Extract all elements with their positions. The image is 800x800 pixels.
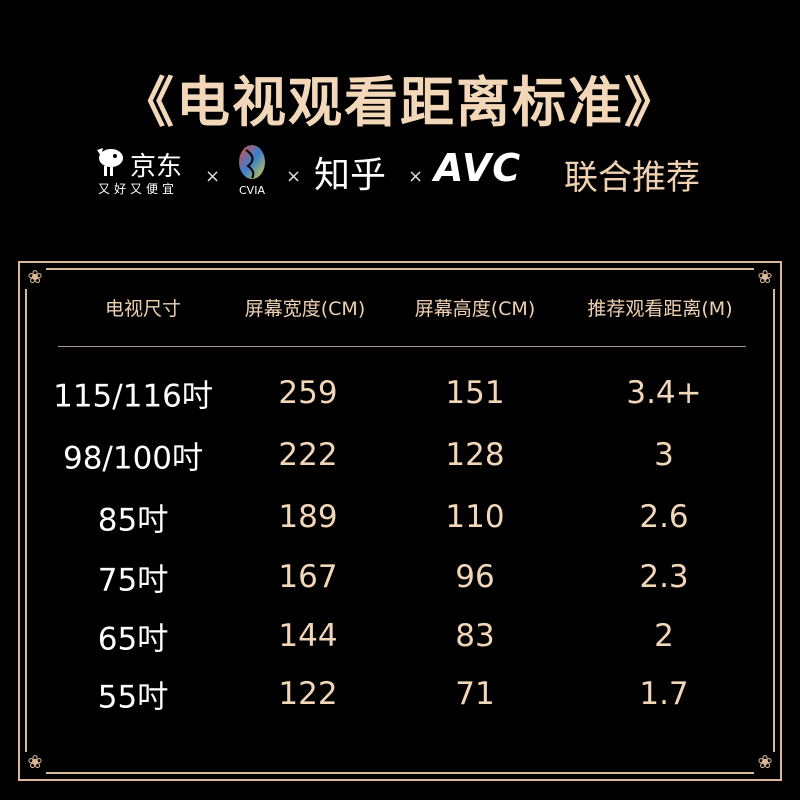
ornament-corner-icon: ❀ [754, 752, 776, 774]
cell-viewing-distance: 2 [654, 618, 674, 654]
cell-tv-size: 75吋 [97, 562, 169, 599]
cell-tv-size: 65吋 [97, 621, 169, 658]
header-screen-width: 屏幕宽度(CM) [244, 298, 366, 320]
ornament-corner-icon: ❀ [754, 267, 776, 289]
cell-viewing-distance: 2.6 [639, 499, 689, 535]
cell-viewing-distance: 2.3 [639, 559, 689, 595]
cell-screen-height: 83 [455, 618, 495, 654]
zhihu-logo: 知乎 [314, 155, 387, 196]
cell-screen-height: 96 [455, 559, 495, 595]
cell-screen-width: 259 [278, 375, 338, 411]
separator: × [205, 166, 221, 187]
header-tv-size: 电视尺寸 [104, 298, 182, 320]
cell-tv-size: 55吋 [97, 679, 169, 716]
table-frame [18, 261, 782, 781]
jd-slogan: 又好又便宜 [98, 182, 179, 196]
partner-logos: 京东 又好又便宜 × CVIA × 知乎 × AVC 联合推荐 [90, 144, 730, 204]
cvia-logo-text: CVIA [239, 184, 265, 197]
cell-viewing-distance: 1.7 [639, 676, 689, 712]
cell-screen-height: 110 [445, 499, 505, 535]
separator: × [286, 166, 302, 187]
cell-viewing-distance: 3.4+ [626, 375, 702, 411]
cell-screen-width: 122 [278, 676, 338, 712]
cell-screen-width: 144 [278, 618, 338, 654]
avc-logo: AVC [434, 146, 522, 190]
jd-dog-logo-icon [95, 146, 123, 176]
header-divider [58, 346, 746, 347]
cell-screen-height: 128 [445, 437, 505, 473]
table-frame-inner [25, 268, 775, 774]
cell-tv-size: 115/116吋 [53, 378, 213, 415]
cell-screen-width: 167 [278, 559, 338, 595]
ornament-corner-icon: ❀ [24, 267, 46, 289]
page-title: 《电视观看距离标准》 [120, 71, 680, 134]
cell-screen-width: 189 [278, 499, 338, 535]
ornament-corner-icon: ❀ [24, 752, 46, 774]
cell-screen-height: 71 [455, 676, 495, 712]
cell-screen-height: 151 [445, 375, 505, 411]
cell-tv-size: 98/100吋 [62, 440, 204, 477]
cell-screen-width: 222 [278, 437, 338, 473]
header-screen-height: 屏幕高度(CM) [414, 298, 536, 320]
separator: × [408, 166, 424, 187]
cell-viewing-distance: 3 [654, 437, 674, 473]
header-viewing-distance: 推荐观看距离(M) [587, 298, 733, 320]
cvia-logo-icon [236, 144, 268, 184]
jd-logo-text: 京东 [130, 152, 183, 182]
joint-recommend-label: 联合推荐 [564, 158, 700, 198]
cell-tv-size: 85吋 [97, 502, 169, 539]
